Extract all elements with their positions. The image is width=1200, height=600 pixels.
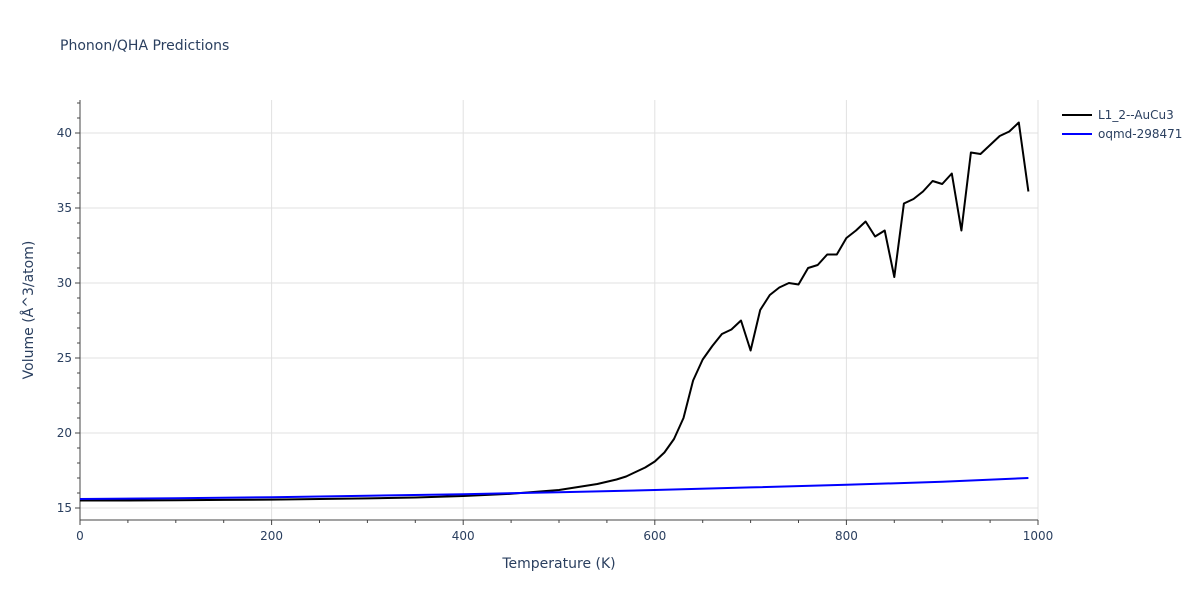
y-tick-label: 40 bbox=[57, 126, 72, 140]
legend-label: L1_2--AuCu3 bbox=[1098, 108, 1174, 122]
y-tick-label: 30 bbox=[57, 276, 72, 290]
chart-title: Phonon/QHA Predictions bbox=[60, 38, 229, 54]
series-layer bbox=[79, 121, 1030, 502]
y-tick-label: 25 bbox=[57, 351, 72, 365]
y-tick-label: 15 bbox=[57, 501, 72, 515]
x-tick-label: 600 bbox=[643, 529, 666, 543]
x-tick-label: 1000 bbox=[1023, 529, 1054, 543]
legend-item-2[interactable]: oqmd-298471 bbox=[1062, 127, 1182, 141]
x-tick-label: 800 bbox=[835, 529, 858, 543]
x-tick-label: 400 bbox=[452, 529, 475, 543]
x-tick-label: 200 bbox=[260, 529, 283, 543]
legend[interactable]: L1_2--AuCu3 oqmd-298471 bbox=[1062, 108, 1182, 141]
series-line-1 bbox=[80, 121, 1030, 502]
axes: 0 200 400 600 800 1000 15 20 25 30 35 40 bbox=[57, 100, 1054, 543]
legend-label: oqmd-298471 bbox=[1098, 127, 1182, 141]
x-tick-label: 0 bbox=[76, 529, 84, 543]
series-line-2 bbox=[79, 477, 1029, 500]
legend-item-1[interactable]: L1_2--AuCu3 bbox=[1062, 108, 1174, 122]
y-tick-label: 35 bbox=[57, 201, 72, 215]
grid bbox=[80, 100, 1039, 520]
y-tick-label: 20 bbox=[57, 426, 72, 440]
y-axis-title: Volume (Å^3/atom) bbox=[20, 241, 37, 380]
x-axis-title: Temperature (K) bbox=[501, 556, 615, 572]
